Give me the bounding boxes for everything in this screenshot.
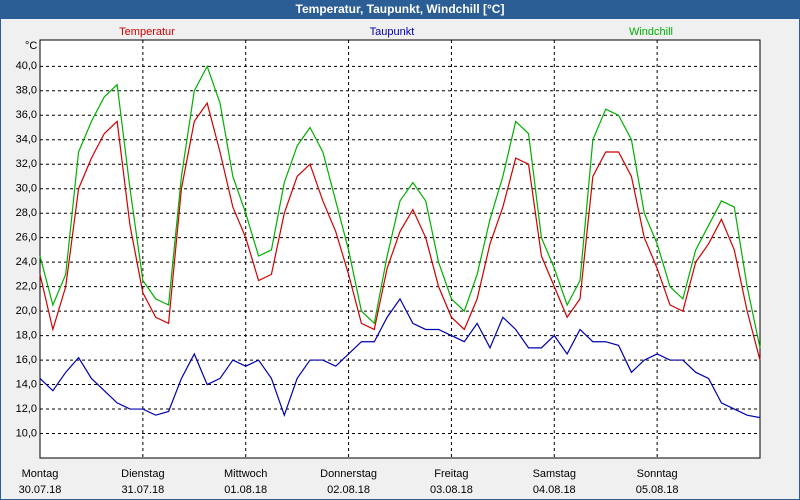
y-tick-label: 16,0 <box>16 354 37 366</box>
chart-title: Temperatur, Taupunkt, Windchill [°C] <box>296 2 505 16</box>
x-tick-date: 04.08.18 <box>533 484 576 496</box>
series-line <box>39 297 761 419</box>
legend-entry: Taupunkt <box>370 26 415 38</box>
x-tick-label: Samstag <box>533 468 576 480</box>
series-line <box>39 101 761 361</box>
y-tick-label: 14,0 <box>16 378 37 390</box>
x-tick-date: 30.07.18 <box>19 484 62 496</box>
y-tick-label: 28,0 <box>16 207 37 219</box>
y-tick-label: 12,0 <box>16 403 37 415</box>
x-tick-label: Sonntag <box>637 468 678 480</box>
x-tick-label: Freitag <box>434 468 468 480</box>
y-tick-label: 24,0 <box>16 256 37 268</box>
x-tick-label: Mittwoch <box>224 468 267 480</box>
title-bar <box>0 0 800 19</box>
x-tick-date: 05.08.18 <box>636 484 679 496</box>
x-tick-label: Montag <box>22 468 59 480</box>
y-tick-label: 22,0 <box>16 281 37 293</box>
legend-entry: Windchill <box>629 26 673 38</box>
y-tick-label: 10,0 <box>16 427 37 439</box>
x-tick-label: Dienstag <box>121 468 164 480</box>
x-tick-label: Donnerstag <box>320 468 377 480</box>
x-tick-date: 31.07.18 <box>121 484 164 496</box>
legend-entry: Temperatur <box>119 26 175 38</box>
y-tick-label: 32,0 <box>16 158 37 170</box>
y-tick-label: 26,0 <box>16 232 37 244</box>
y-tick-label: 40,0 <box>16 60 37 72</box>
y-tick-label: 38,0 <box>16 85 37 97</box>
series-line <box>39 64 761 348</box>
y-tick-label: 18,0 <box>16 330 37 342</box>
plot-area <box>39 39 761 459</box>
x-tick-date: 03.08.18 <box>430 484 473 496</box>
y-tick-label: 20,0 <box>16 305 37 317</box>
y-tick-label: 30,0 <box>16 183 37 195</box>
y-tick-label: 34,0 <box>16 134 37 146</box>
x-tick-date: 01.08.18 <box>224 484 267 496</box>
x-tick-date: 02.08.18 <box>327 484 370 496</box>
y-tick-label: 36,0 <box>16 109 37 121</box>
y-unit: °C <box>25 40 37 52</box>
